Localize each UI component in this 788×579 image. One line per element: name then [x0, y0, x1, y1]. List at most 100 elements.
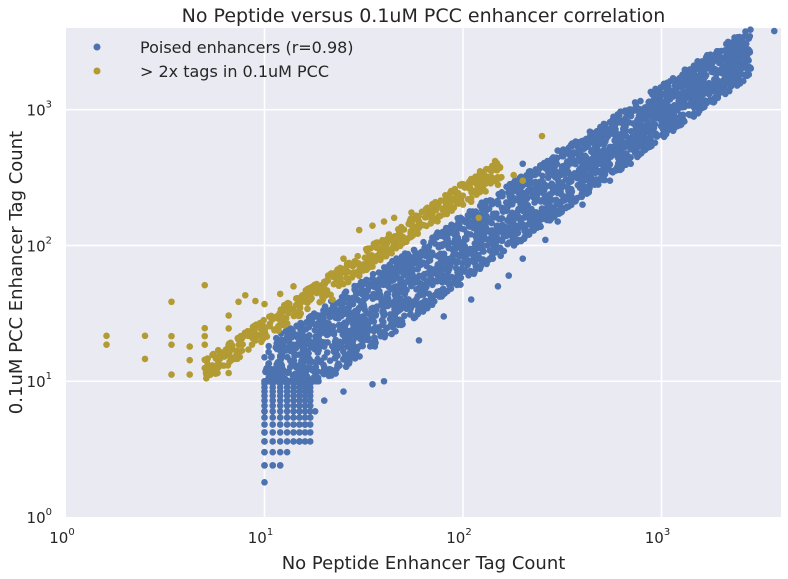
data-point: [737, 42, 744, 49]
data-point: [583, 190, 591, 198]
data-point: [383, 290, 391, 297]
data-point-gold: [168, 341, 175, 348]
data-point: [457, 274, 465, 282]
data-point-gold: [415, 212, 423, 220]
data-point-blue: [666, 103, 674, 111]
data-point-gold: [428, 218, 436, 225]
data-point: [650, 104, 658, 112]
data-point-gold: [201, 364, 209, 372]
data-point: [439, 275, 446, 283]
data-point: [668, 93, 675, 101]
data-point: [669, 122, 676, 130]
data-point: [625, 119, 633, 126]
data-point: [547, 197, 555, 205]
data-point-blue: [311, 408, 319, 415]
data-point-gold: [300, 296, 307, 303]
data-point: [446, 282, 453, 289]
data-point-gold: [274, 312, 281, 320]
data-point: [411, 259, 419, 267]
data-point: [537, 216, 544, 223]
data-point-blue: [399, 289, 407, 296]
data-point-blue: [276, 337, 284, 344]
data-point-blue: [296, 362, 303, 370]
data-point: [518, 195, 526, 202]
data-point: [398, 317, 406, 325]
data-point-gold: [364, 245, 372, 252]
data-point: [269, 421, 277, 428]
data-point: [601, 131, 609, 138]
data-point-gold: [103, 341, 110, 348]
data-point: [355, 334, 363, 342]
data-point: [452, 222, 460, 229]
data-point: [342, 363, 350, 370]
data-point: [497, 215, 505, 223]
data-point: [378, 316, 386, 324]
x-tick-base: 10: [248, 529, 267, 547]
data-point: [657, 122, 665, 130]
data-point-gold: [388, 245, 396, 253]
data-point: [578, 193, 586, 201]
data-point: [276, 408, 284, 415]
data-point-blue: [519, 160, 527, 168]
data-point: [400, 279, 408, 287]
data-point: [558, 164, 566, 172]
data-point: [304, 339, 311, 347]
data-point: [358, 285, 366, 293]
data-point: [656, 107, 664, 114]
data-point-blue: [296, 438, 303, 445]
data-point-blue: [693, 88, 700, 96]
data-point-gold: [538, 132, 546, 140]
data-point: [329, 343, 336, 350]
data-point: [278, 370, 286, 377]
data-point-gold: [472, 177, 479, 184]
data-point: [489, 255, 496, 262]
data-point: [531, 180, 539, 187]
data-point: [524, 173, 531, 181]
data-point: [513, 180, 521, 188]
data-point: [558, 152, 566, 160]
data-point: [388, 311, 396, 318]
data-point: [636, 134, 644, 141]
data-point: [278, 349, 286, 357]
data-point: [703, 51, 711, 59]
data-point: [375, 288, 383, 296]
data-point: [450, 251, 457, 259]
data-point-gold: [210, 350, 217, 358]
data-point: [618, 134, 625, 141]
data-point-gold: [496, 174, 504, 182]
data-point-blue: [261, 479, 268, 486]
data-point: [457, 252, 465, 260]
data-point: [326, 357, 334, 364]
data-point: [338, 304, 345, 312]
data-point: [370, 290, 377, 298]
data-point: [507, 216, 514, 223]
data-point-gold: [280, 301, 288, 309]
data-point-blue: [340, 296, 347, 303]
data-point: [283, 402, 291, 410]
data-point-gold: [374, 239, 381, 246]
data-point-gold: [267, 312, 275, 320]
data-point: [345, 300, 353, 307]
data-point: [477, 228, 484, 235]
data-point: [737, 56, 744, 64]
data-point: [314, 349, 322, 356]
data-point: [543, 209, 551, 216]
data-point-gold: [415, 224, 423, 232]
data-point-blue: [680, 98, 688, 105]
data-point-gold: [245, 346, 252, 353]
data-point: [598, 173, 605, 180]
data-point: [728, 80, 735, 88]
data-point: [306, 402, 314, 410]
data-point-gold: [341, 269, 349, 276]
data-point-gold: [261, 330, 269, 337]
data-point-gold: [262, 324, 269, 331]
data-point-gold: [232, 352, 240, 360]
data-point: [295, 351, 303, 358]
data-point: [486, 247, 494, 254]
data-point: [388, 330, 396, 338]
data-point: [539, 186, 546, 193]
data-point-gold: [276, 290, 284, 298]
data-point: [465, 272, 472, 279]
data-point-gold: [447, 198, 454, 206]
data-point: [525, 212, 533, 219]
